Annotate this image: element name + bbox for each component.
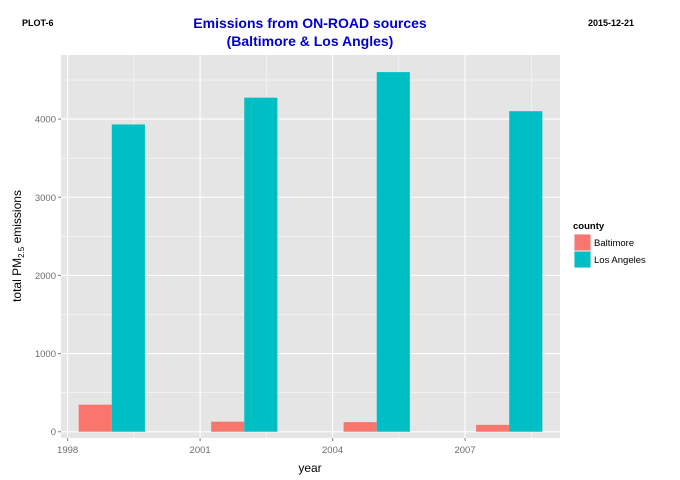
x-axis-title: year [298, 461, 321, 475]
bar-baltimore-2002 [211, 421, 245, 432]
x-tick-label: 2004 [322, 445, 343, 456]
x-tick-label: 2001 [190, 445, 211, 456]
legend-swatch-baltimore [574, 234, 591, 251]
plot-label: PLOT-6 [22, 18, 54, 28]
bar-los-angeles-2008 [509, 111, 543, 432]
legend-label-los-angeles: Los Angeles [594, 255, 646, 266]
x-axis-ticks: 1998 2001 2004 2007 [57, 438, 476, 456]
date-label: 2015-12-21 [588, 18, 635, 28]
y-tick-label: 3000 [35, 193, 56, 204]
x-tick-label: 1998 [57, 445, 78, 456]
y-axis-ticks: 0 1000 2000 3000 4000 [35, 115, 61, 438]
legend-title: county [573, 221, 605, 232]
legend: county Baltimore Los Angeles [573, 221, 646, 268]
legend-swatch-los-angeles [574, 251, 591, 268]
bar-los-angeles-2005 [376, 72, 410, 432]
y-tick-label: 4000 [35, 115, 56, 126]
bars [78, 72, 543, 432]
y-tick-label: 1000 [35, 349, 56, 360]
bar-los-angeles-2002 [244, 97, 278, 432]
y-tick-label: 2000 [35, 271, 56, 282]
legend-label-baltimore: Baltimore [594, 238, 634, 249]
y-tick-label: 0 [51, 427, 56, 438]
y-axis-title: total PM2.5 emissions [10, 190, 26, 302]
x-tick-label: 2007 [454, 445, 475, 456]
bar-baltimore-2008 [476, 424, 510, 432]
bar-baltimore-1999 [78, 404, 112, 432]
chart-title-line2: (Baltimore & Los Angles) [227, 33, 394, 49]
bar-los-angeles-1999 [111, 124, 145, 432]
bar-baltimore-2005 [343, 422, 377, 432]
chart-title-line1: Emissions from ON-ROAD sources [193, 15, 427, 31]
